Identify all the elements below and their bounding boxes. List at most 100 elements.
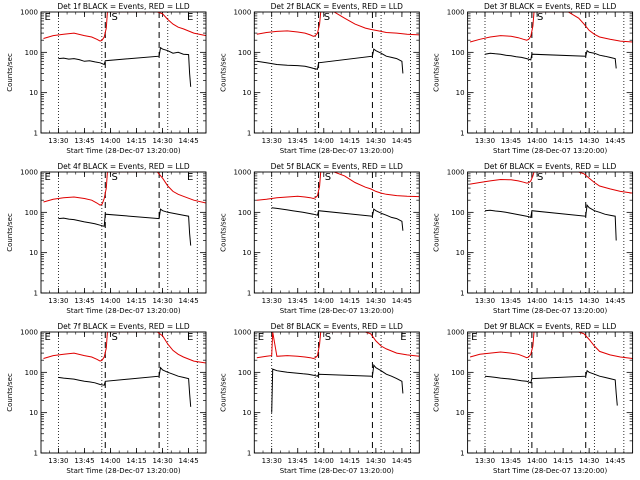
series-line-events (484, 204, 617, 241)
y-tick-label: 10 (242, 249, 251, 257)
y-tick-label: 1000 (447, 169, 465, 177)
x-tick-label: 13:30 (475, 137, 495, 145)
x-tick-label: 13:45 (74, 457, 94, 465)
y-tick-label: 10 (29, 89, 38, 97)
plot-frame (467, 331, 634, 454)
plot-frame (253, 171, 420, 294)
plot-frame (40, 11, 207, 134)
x-tick-label: 13:30 (475, 297, 495, 305)
series-line-lld (256, 12, 420, 37)
x-tick-label: 14:15 (553, 457, 573, 465)
series-line-events (58, 366, 192, 407)
plot-frame (40, 331, 207, 454)
x-axis-label: Start Time (28-Dec-07 13:20:00) (280, 307, 394, 315)
x-tick-label: 14:00 (314, 137, 334, 145)
x-tick-label: 14:30 (579, 137, 599, 145)
annotation-s: S (111, 12, 117, 23)
annotation-e: E (400, 332, 406, 343)
x-tick-label: 14:00 (527, 457, 547, 465)
y-tick-label: 100 (451, 209, 464, 217)
plot-frame (253, 331, 420, 454)
y-tick-label: 1 (34, 450, 38, 458)
y-axis-label: Counts/sec (6, 213, 14, 252)
y-axis-label: Counts/sec (6, 53, 14, 92)
y-tick-label: 100 (238, 49, 251, 57)
x-tick-label: 14:30 (366, 297, 386, 305)
series-line-lld (256, 172, 420, 201)
series-line-events (271, 364, 404, 413)
x-tick-label: 13:45 (501, 457, 521, 465)
chart-title: Det 7f BLACK = Events, RED = LLD (57, 322, 190, 331)
x-tick-label: 14:30 (366, 137, 386, 145)
x-tick-label: 14:00 (100, 457, 120, 465)
x-tick-label: 14:45 (605, 457, 625, 465)
plot-frame (467, 11, 634, 134)
annotation-e: E (471, 332, 477, 343)
chart-panel-6: Det 6f BLACK = Events, RED = LLD Counts/s… (433, 162, 634, 315)
y-tick-label: 100 (238, 209, 251, 217)
y-tick-label: 1 (34, 290, 38, 298)
x-tick-label: 14:30 (366, 457, 386, 465)
x-tick-label: 13:30 (262, 137, 282, 145)
x-tick-label: 13:30 (262, 297, 282, 305)
y-tick-label: 1 (247, 450, 251, 458)
annotation-e: E (45, 12, 51, 23)
series-line-events (484, 49, 617, 69)
annotation-s: S (325, 172, 331, 183)
x-tick-label: 13:45 (501, 137, 521, 145)
x-tick-label: 13:45 (288, 457, 308, 465)
x-tick-label: 14:45 (392, 137, 412, 145)
y-tick-label: 1000 (233, 9, 251, 17)
y-axis-label: Counts/sec (433, 213, 441, 252)
x-tick-label: 14:45 (179, 297, 199, 305)
series-line-lld (256, 332, 420, 360)
y-tick-label: 1000 (233, 169, 251, 177)
x-tick-label: 13:30 (475, 457, 495, 465)
x-tick-label: 13:45 (288, 137, 308, 145)
y-tick-label: 10 (242, 409, 251, 417)
y-tick-label: 1000 (447, 9, 465, 17)
x-tick-label: 14:30 (579, 297, 599, 305)
y-tick-label: 100 (25, 209, 38, 217)
x-tick-label: 14:15 (126, 137, 146, 145)
x-tick-label: 13:30 (262, 457, 282, 465)
y-axis-label: Counts/sec (219, 373, 227, 412)
chart-title: Det 4f BLACK = Events, RED = LLD (57, 162, 190, 171)
plot-frame (40, 171, 207, 294)
chart-panel-9: Det 9f BLACK = Events, RED = LLD Counts/s… (433, 322, 634, 475)
y-axis-label: Counts/sec (6, 373, 14, 412)
chart-title: Det 2f BLACK = Events, RED = LLD (271, 2, 404, 11)
y-axis-label: Counts/sec (433, 53, 441, 92)
y-tick-label: 10 (29, 409, 38, 417)
series-line-events (256, 48, 404, 74)
plot-frame (253, 11, 420, 134)
y-tick-label: 1 (34, 130, 38, 138)
y-tick-label: 100 (238, 369, 251, 377)
series-line-lld (43, 332, 206, 364)
y-axis-label: Counts/sec (219, 213, 227, 252)
annotation-s: S (325, 332, 331, 343)
x-tick-label: 14:15 (340, 137, 360, 145)
series-line-lld (469, 12, 633, 43)
annotation-e: E (187, 172, 193, 183)
y-tick-label: 1000 (20, 329, 38, 337)
y-tick-label: 1 (247, 290, 251, 298)
annotation-e: E (187, 332, 193, 343)
chart-title: Det 5f BLACK = Events, RED = LLD (271, 162, 404, 171)
y-axis-label: Counts/sec (219, 53, 227, 92)
x-tick-label: 14:30 (152, 457, 172, 465)
x-tick-label: 14:00 (314, 297, 334, 305)
x-axis-label: Start Time (28-Dec-07 13:20:00) (66, 467, 180, 475)
annotation-e: E (258, 332, 264, 343)
y-tick-label: 1 (247, 130, 251, 138)
plot-frame (467, 171, 634, 294)
series-line-events (58, 208, 192, 246)
chart-title: Det 6f BLACK = Events, RED = LLD (484, 162, 617, 171)
x-tick-label: 14:15 (553, 297, 573, 305)
x-tick-label: 13:45 (74, 297, 94, 305)
annotation-e: E (187, 12, 193, 23)
y-tick-label: 1000 (233, 329, 251, 337)
x-tick-label: 13:30 (48, 137, 68, 145)
x-tick-label: 14:15 (126, 297, 146, 305)
